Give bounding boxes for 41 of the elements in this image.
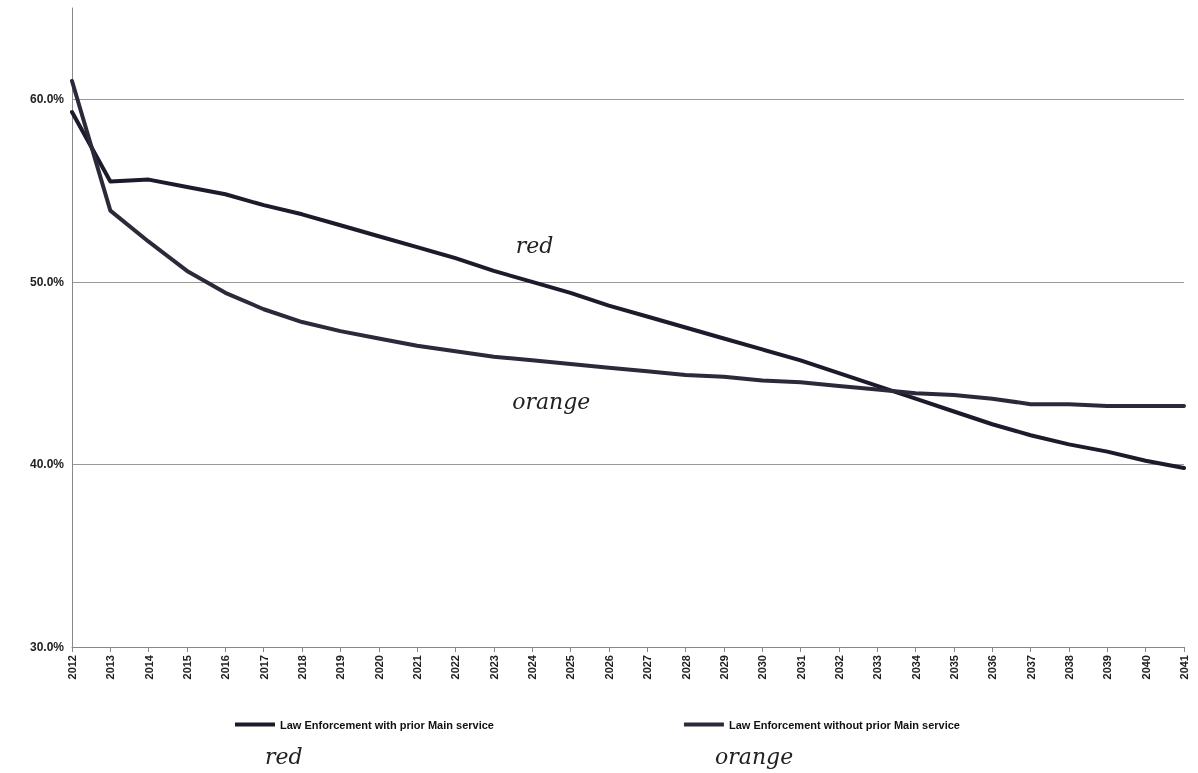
- x-tick-label: 2018: [296, 655, 309, 680]
- x-tick-label: 2027: [641, 655, 654, 680]
- x-tick-label: 2031: [794, 655, 807, 680]
- line-series: [70, 110, 1186, 471]
- x-tick-label: 2017: [257, 655, 270, 680]
- x-tick-label: 2035: [947, 655, 960, 680]
- x-tick-label: 2033: [871, 655, 884, 680]
- x-tick-label: 2016: [219, 655, 232, 680]
- x-tick-label: 2020: [372, 655, 385, 680]
- text: red: [265, 743, 303, 769]
- x-tick-label: 2032: [832, 655, 845, 680]
- y-tick-label: 30.0%: [29, 640, 65, 654]
- x-tick-label: 2021: [411, 655, 424, 680]
- x-tick-label: 2041: [1178, 655, 1190, 680]
- x-tick-label: 2014: [142, 654, 155, 680]
- x-tick-label: 2030: [756, 655, 769, 680]
- x-tick-label: 2023: [487, 655, 500, 680]
- x-tick-label: 2029: [717, 655, 730, 680]
- x-tick-label: 2015: [181, 655, 194, 680]
- legend-label: Law Enforcement with prior Main service: [280, 718, 494, 731]
- x-tick-label: 2028: [679, 655, 692, 680]
- text: orange: [715, 743, 794, 769]
- x-tick-label: 2012: [66, 655, 78, 680]
- y-tick-label: 60.0%: [29, 92, 65, 107]
- x-tick-label: 2040: [1139, 655, 1152, 680]
- y-tick-label: 40.0%: [29, 457, 65, 472]
- x-tick-label: 2037: [1024, 655, 1037, 680]
- y-tick-label: 50.0%: [29, 274, 65, 289]
- x-tick-label: 2022: [449, 655, 462, 680]
- x-tick-label: 2036: [986, 655, 999, 680]
- x-tick-label: 2013: [104, 655, 117, 680]
- x-tick-label: 2034: [909, 654, 922, 680]
- x-tick-label: 2039: [1101, 655, 1114, 680]
- annotation: red: [515, 233, 554, 259]
- x-tick-label: 2038: [1062, 655, 1075, 680]
- annotation: orange: [512, 388, 591, 414]
- x-tick-label: 2024: [526, 654, 539, 680]
- x-tick-label: 2026: [602, 655, 615, 680]
- legend-label: Law Enforcement without prior Main service: [728, 718, 960, 731]
- x-tick-label: 2025: [564, 655, 577, 680]
- x-tick-label: 2019: [334, 655, 347, 680]
